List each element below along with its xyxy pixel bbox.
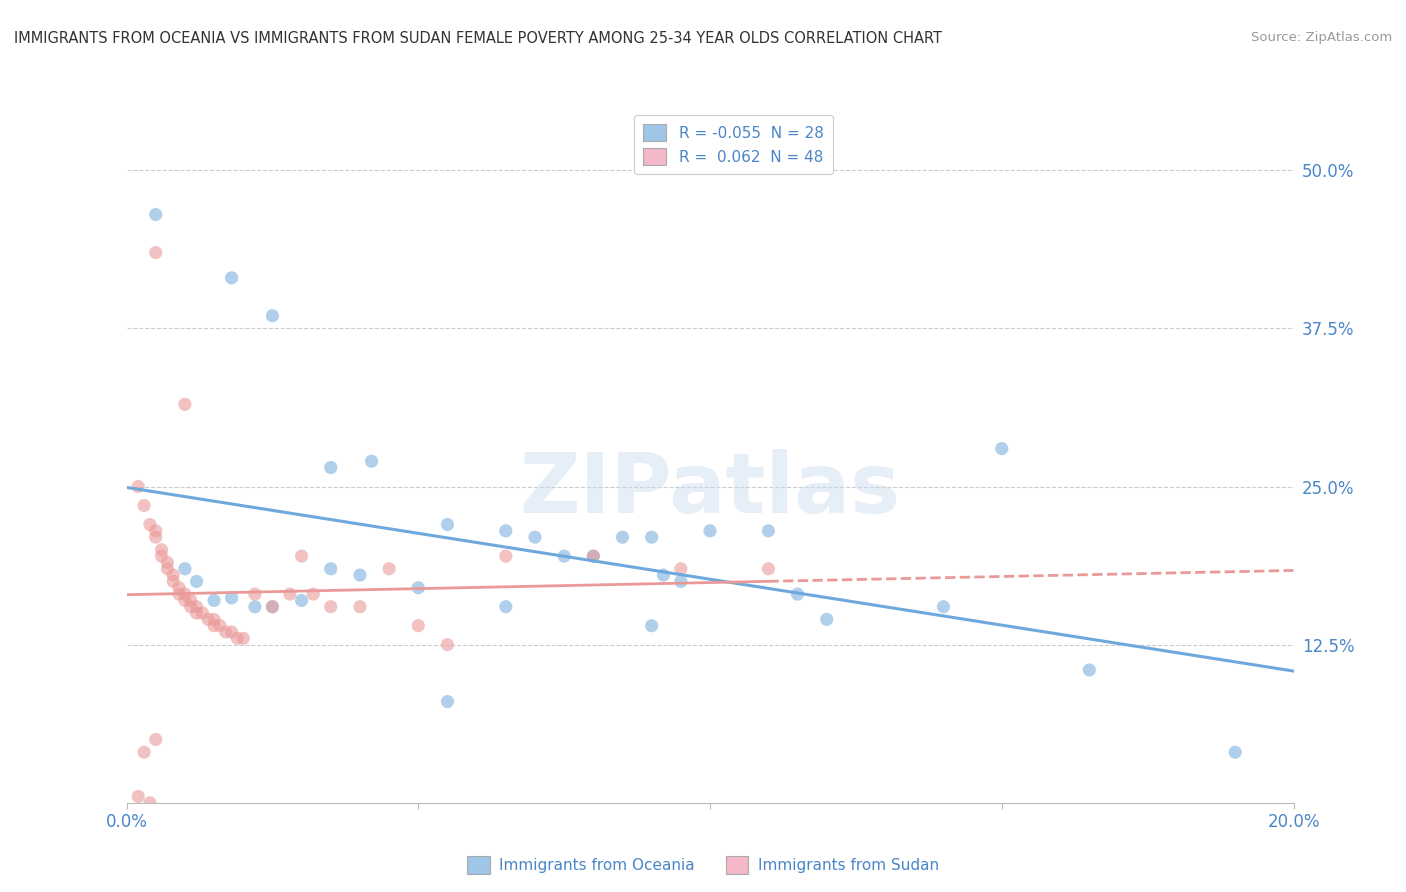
Point — [302, 587, 325, 601]
Point — [349, 599, 371, 614]
Point — [150, 549, 173, 563]
Point — [186, 574, 208, 589]
Point — [319, 460, 342, 475]
Point — [669, 562, 692, 576]
Point — [278, 587, 301, 601]
Point — [582, 549, 605, 563]
Point — [174, 593, 197, 607]
Point — [378, 562, 401, 576]
Point — [202, 612, 225, 626]
Point — [408, 581, 430, 595]
Point — [319, 562, 342, 576]
Point — [145, 245, 167, 260]
Point — [127, 479, 149, 493]
Point — [215, 625, 238, 640]
Legend: Immigrants from Oceania, Immigrants from Sudan: Immigrants from Oceania, Immigrants from… — [461, 850, 945, 880]
Point — [186, 599, 208, 614]
Point — [524, 530, 547, 544]
Point — [553, 549, 575, 563]
Point — [262, 309, 284, 323]
Point — [582, 549, 605, 563]
Point — [221, 625, 243, 640]
Point — [436, 638, 458, 652]
Point — [197, 612, 219, 626]
Point — [640, 530, 664, 544]
Point — [174, 562, 197, 576]
Legend: R = -0.055  N = 28, R =  0.062  N = 48: R = -0.055 N = 28, R = 0.062 N = 48 — [634, 115, 832, 175]
Point — [174, 587, 197, 601]
Point — [186, 606, 208, 620]
Point — [145, 530, 167, 544]
Point — [226, 632, 249, 646]
Point — [699, 524, 721, 538]
Point — [150, 542, 173, 557]
Point — [436, 695, 458, 709]
Text: ZIPatlas: ZIPatlas — [520, 450, 900, 530]
Point — [290, 549, 312, 563]
Point — [232, 632, 254, 646]
Point — [156, 562, 179, 576]
Point — [145, 732, 167, 747]
Text: Source: ZipAtlas.com: Source: ZipAtlas.com — [1251, 31, 1392, 45]
Point — [1078, 663, 1101, 677]
Point — [202, 618, 225, 632]
Text: IMMIGRANTS FROM OCEANIA VS IMMIGRANTS FROM SUDAN FEMALE POVERTY AMONG 25-34 YEAR: IMMIGRANTS FROM OCEANIA VS IMMIGRANTS FR… — [14, 31, 942, 46]
Point — [612, 530, 634, 544]
Point — [990, 442, 1012, 456]
Point — [162, 568, 184, 582]
Point — [243, 587, 266, 601]
Point — [167, 587, 190, 601]
Point — [145, 208, 167, 222]
Point — [221, 591, 243, 605]
Point — [243, 599, 266, 614]
Point — [495, 549, 517, 563]
Point — [139, 517, 162, 532]
Point — [174, 397, 197, 411]
Point — [139, 796, 162, 810]
Point — [815, 612, 838, 626]
Point — [156, 556, 179, 570]
Point — [756, 562, 779, 576]
Point — [132, 499, 155, 513]
Point — [262, 599, 284, 614]
Point — [221, 270, 243, 285]
Point — [145, 524, 167, 538]
Point — [436, 517, 458, 532]
Point — [669, 574, 692, 589]
Point — [932, 599, 955, 614]
Point — [349, 568, 371, 582]
Point — [290, 593, 312, 607]
Point — [191, 606, 214, 620]
Point — [1223, 745, 1246, 759]
Point — [208, 618, 231, 632]
Point — [756, 524, 779, 538]
Point — [640, 618, 664, 632]
Point — [408, 618, 430, 632]
Point — [167, 581, 190, 595]
Point — [262, 599, 284, 614]
Point — [132, 745, 155, 759]
Point — [180, 599, 202, 614]
Point — [162, 574, 184, 589]
Point — [786, 587, 808, 601]
Point — [127, 789, 149, 804]
Point — [652, 568, 675, 582]
Point — [202, 593, 225, 607]
Point — [180, 593, 202, 607]
Point — [319, 599, 342, 614]
Point — [360, 454, 382, 468]
Point — [495, 599, 517, 614]
Point — [495, 524, 517, 538]
